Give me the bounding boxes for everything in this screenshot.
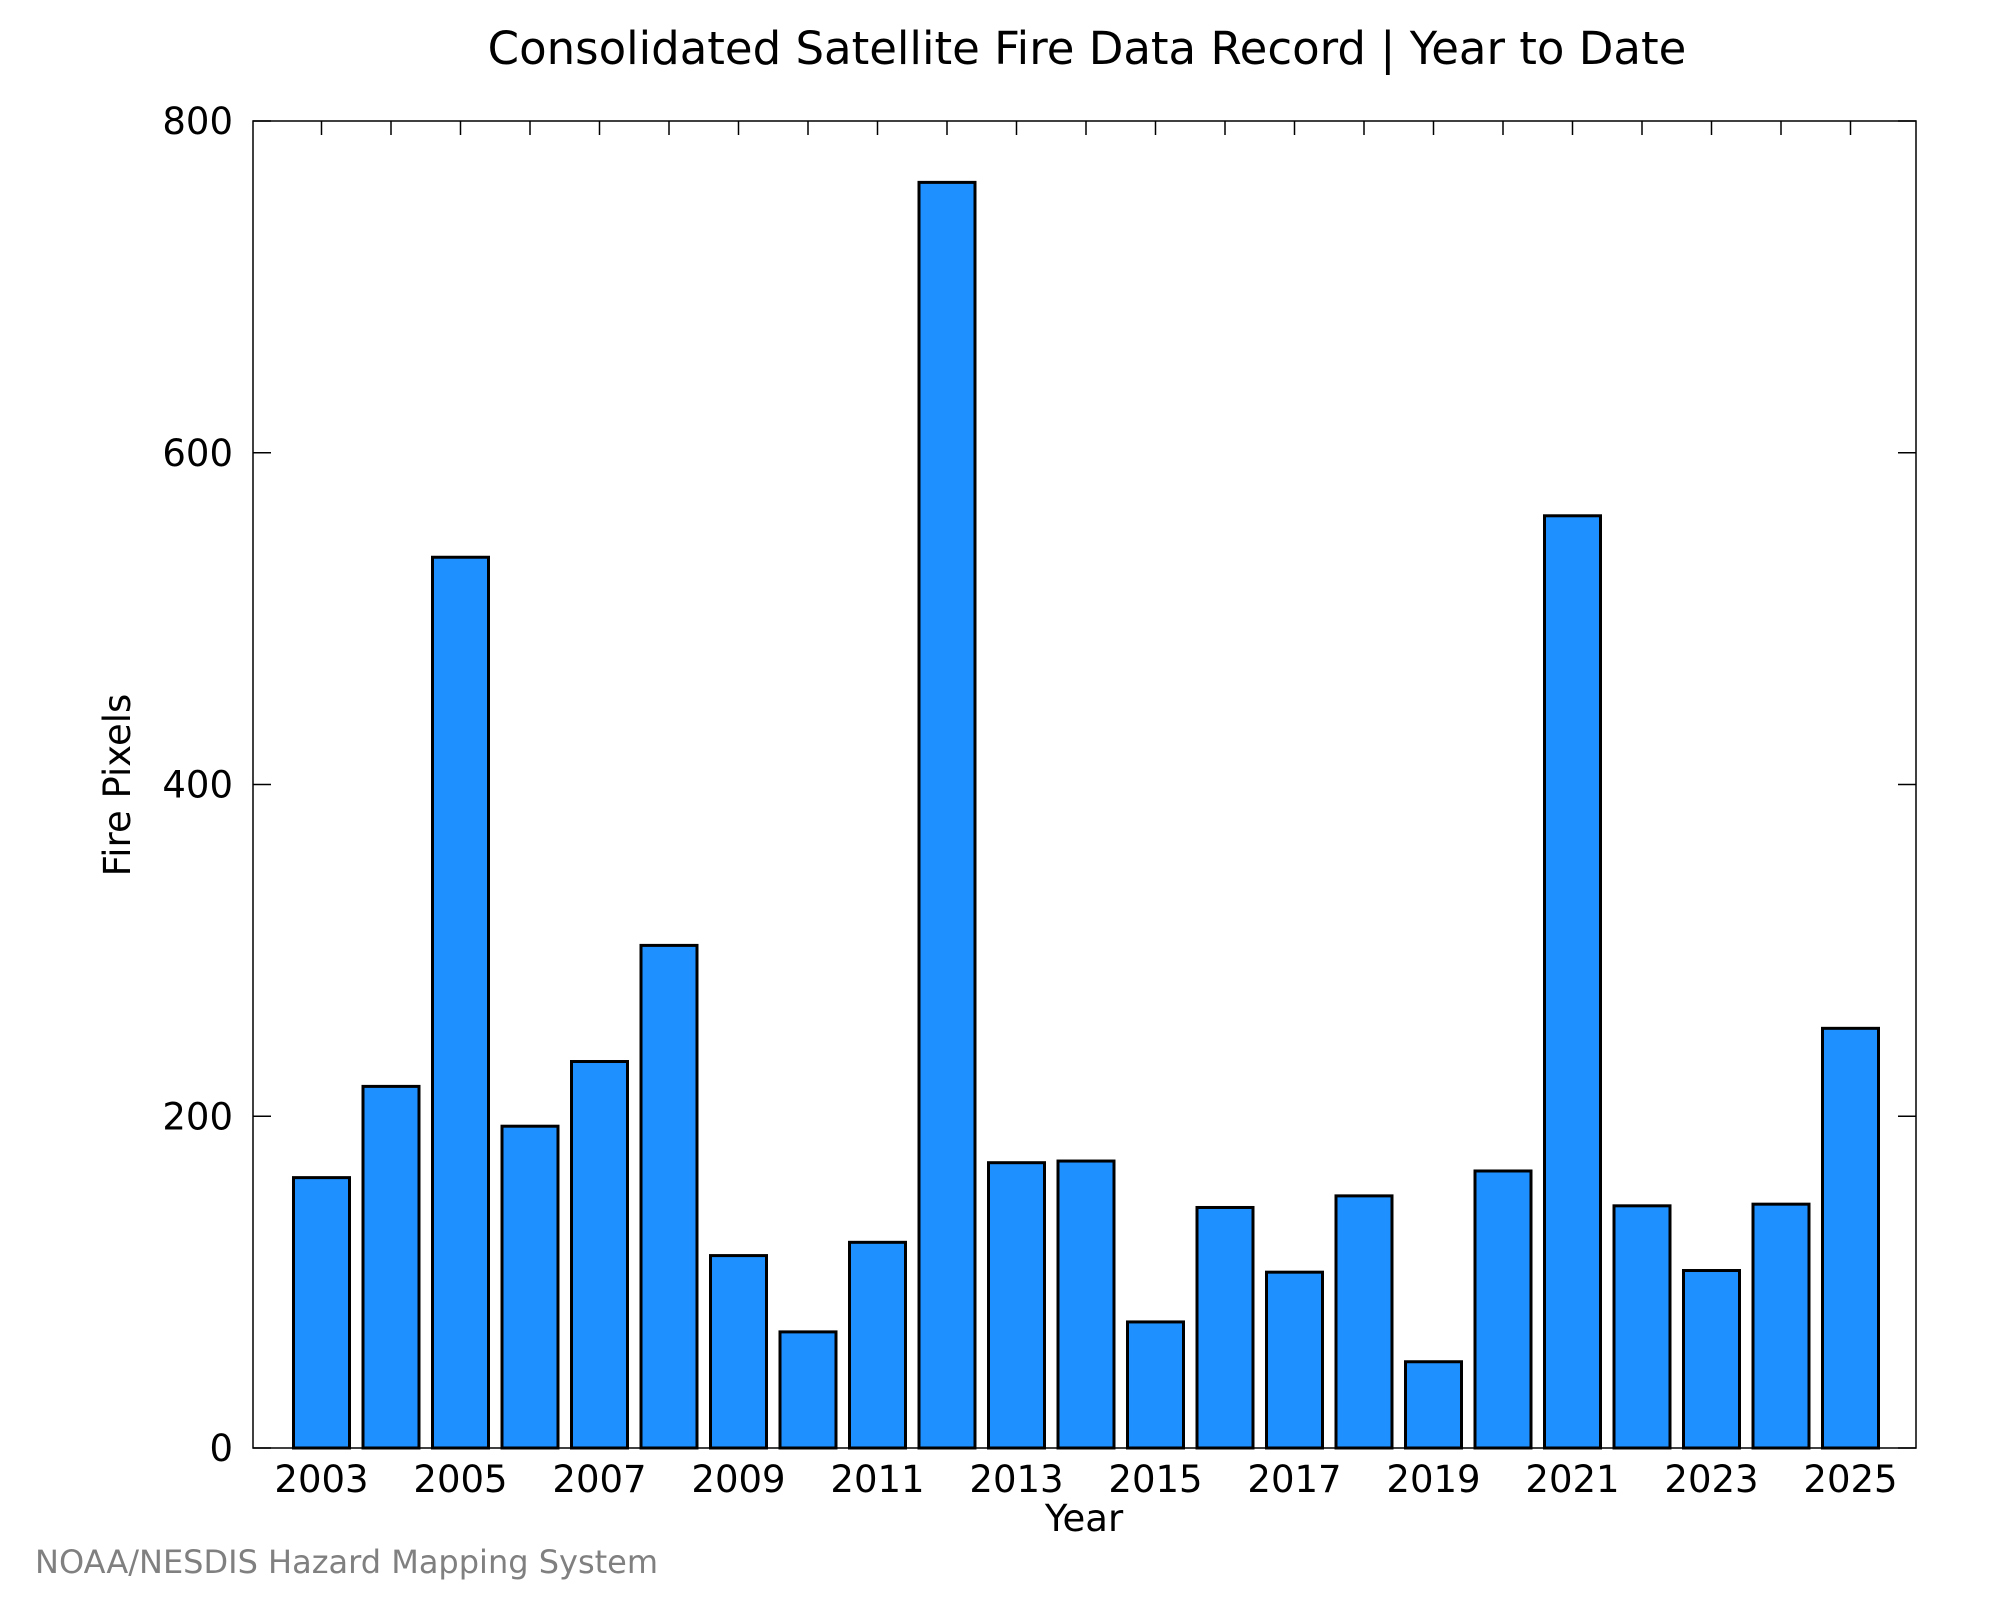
x-tick-label: 2017 [1247, 1458, 1341, 1501]
bar-2010 [778, 1330, 838, 1450]
bar-2024 [1751, 1202, 1811, 1450]
bar-2004 [361, 1084, 421, 1450]
y-tick-label: 200 [162, 1095, 233, 1138]
y-tick-label: 800 [162, 100, 233, 143]
bar-2022 [1612, 1204, 1672, 1450]
bar-2012 [917, 180, 977, 1450]
x-tick-label: 2015 [1108, 1458, 1202, 1501]
x-tick-label: 2009 [691, 1458, 785, 1501]
x-tick-label: 2005 [413, 1458, 507, 1501]
bar-2006 [500, 1124, 560, 1450]
bar-2008 [639, 943, 699, 1450]
bar-2011 [848, 1240, 907, 1450]
x-tick-label: 2021 [1525, 1458, 1619, 1501]
x-tick-label: 2003 [274, 1458, 368, 1501]
bar-2005 [431, 555, 490, 1450]
bar-2017 [1265, 1270, 1324, 1450]
chart-title: Consolidated Satellite Fire Data Record … [488, 22, 1687, 75]
y-tick-label: 600 [162, 432, 233, 475]
bar-2023 [1682, 1269, 1741, 1450]
x-axis-ticks: 2003 2005 2007 2009 2011 2013 2015 2017 2019 2021… [274, 121, 1898, 1501]
bar-2014 [1056, 1159, 1116, 1450]
bar-2020 [1473, 1169, 1533, 1450]
x-tick-label: 2007 [552, 1458, 646, 1501]
bar-2018 [1334, 1194, 1394, 1450]
bar-2003 [292, 1176, 351, 1450]
bar-2019 [1404, 1360, 1463, 1450]
bar-2009 [709, 1254, 768, 1450]
x-tick-label: 2011 [830, 1458, 924, 1501]
bar-2015 [1126, 1320, 1185, 1450]
x-tick-label: 2025 [1803, 1458, 1897, 1501]
bars-group [292, 180, 1880, 1450]
plot-frame [252, 120, 1917, 1449]
y-tick-label: 400 [162, 764, 233, 807]
bar-2007 [570, 1060, 629, 1450]
y-axis-label: Fire Pixels [96, 694, 139, 877]
bar-2021 [1543, 514, 1602, 1450]
x-axis-label: Year [1044, 1497, 1124, 1540]
bar-2016 [1195, 1205, 1255, 1450]
x-tick-label: 2023 [1664, 1458, 1758, 1501]
bar-2013 [987, 1161, 1046, 1450]
bar-2025 [1821, 1026, 1880, 1450]
x-tick-label: 2013 [969, 1458, 1063, 1501]
y-tick-label: 0 [209, 1427, 233, 1470]
credit-text: NOAA/NESDIS Hazard Mapping System [35, 1543, 658, 1581]
x-tick-label: 2019 [1386, 1458, 1480, 1501]
y-axis-ticks: 0 200 400 600 800 [162, 100, 1916, 1470]
